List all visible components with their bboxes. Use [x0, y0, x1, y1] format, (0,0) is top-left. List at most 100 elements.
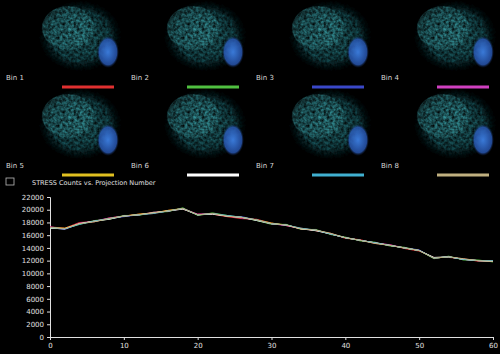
image-blob	[288, 0, 372, 72]
tick-label: 16000	[22, 232, 44, 240]
tick-mark	[198, 337, 199, 340]
tick-label: 18000	[22, 219, 44, 227]
tick: 10000	[22, 270, 50, 278]
tick-mark	[47, 197, 50, 198]
image-blob	[417, 94, 469, 138]
tick: 0	[40, 334, 50, 342]
tick-mark	[47, 261, 50, 262]
image-blob	[472, 124, 494, 156]
tick: 30	[268, 337, 277, 350]
tick-label: 20000	[22, 206, 44, 214]
bin-panel: Bin 7	[256, 88, 372, 175]
bin-image	[413, 0, 497, 72]
plot-lines	[50, 208, 493, 262]
legend-label: Bin 8	[381, 162, 399, 170]
image-blob	[222, 124, 244, 156]
tick: 60	[489, 337, 498, 350]
tick-label: 2000	[26, 321, 44, 329]
tick-mark	[47, 312, 50, 313]
legend-label: Bin 5	[6, 162, 24, 170]
tick-label: 4000	[26, 308, 44, 316]
tick-mark	[272, 337, 273, 340]
tick: 10	[120, 337, 129, 350]
legend-swatch	[312, 174, 364, 177]
legend-swatch	[62, 86, 114, 89]
tick-label: 14000	[22, 245, 44, 253]
tick-mark	[419, 337, 420, 340]
tick-label: 10000	[22, 270, 44, 278]
tick-label: 10	[120, 342, 129, 350]
legend-swatch	[312, 86, 364, 89]
bin-image	[38, 88, 122, 160]
tick-mark	[345, 337, 346, 340]
tick-mark	[47, 324, 50, 325]
tick: 50	[415, 337, 424, 350]
series-line	[50, 208, 493, 260]
series-line	[50, 208, 493, 261]
image-blob	[417, 6, 469, 50]
legend-label: Bin 7	[256, 162, 274, 170]
image-blob	[288, 88, 372, 160]
title: STRESS Counts vs. Projection Number	[32, 179, 156, 187]
axis-line	[51, 338, 494, 341]
image-blob	[167, 94, 219, 138]
image-blob	[292, 6, 344, 50]
legend-swatch	[437, 86, 489, 89]
tick-mark	[50, 337, 51, 340]
bin-image	[163, 0, 247, 72]
series-line	[50, 208, 493, 262]
tick: 6000	[26, 296, 50, 304]
bin-panel: Bin 2	[131, 0, 247, 87]
legend-label: Bin 6	[131, 162, 149, 170]
image-blob	[413, 0, 497, 72]
tick-label: 12000	[22, 257, 44, 265]
y-axis: 0200040006000800010000120001400016000180…	[22, 194, 51, 342]
image-blob	[38, 0, 122, 72]
bin-panel: Bin 6	[131, 88, 247, 175]
bin-panel: Bin 3	[256, 0, 372, 87]
image-blob	[38, 88, 122, 160]
bin-image	[38, 0, 122, 72]
image-blob	[97, 124, 119, 156]
tick: 20	[194, 337, 203, 350]
tick-label: 40	[341, 342, 350, 350]
title-icon	[6, 178, 14, 185]
tick: 4000	[26, 308, 50, 316]
tick: 2000	[26, 321, 50, 329]
tick-label: 20	[194, 342, 203, 350]
image-blob	[97, 36, 119, 68]
bin-panel: Bin 8	[381, 88, 497, 175]
tick: 14000	[22, 245, 50, 253]
tick-label: 0	[48, 342, 52, 350]
tick-mark	[493, 337, 494, 340]
bin-panel: Bin 1	[6, 0, 122, 87]
tick-mark	[47, 222, 50, 223]
series-line	[50, 208, 493, 261]
legend-swatch	[437, 174, 489, 177]
image-blob	[42, 94, 94, 138]
bin-panel: Bin 5	[6, 88, 122, 175]
tick-label: 22000	[22, 194, 44, 202]
tick-mark	[124, 337, 125, 340]
axis-line	[47, 198, 51, 338]
series-line	[50, 209, 493, 261]
tick: 18000	[22, 219, 50, 227]
background	[0, 0, 500, 354]
tick-label: 30	[268, 342, 277, 350]
series-line	[50, 208, 493, 261]
tick-label: 0	[40, 334, 44, 342]
tick-mark	[47, 235, 50, 236]
bin-image	[288, 0, 372, 72]
image-blob	[347, 36, 369, 68]
tick-label: 6000	[26, 296, 44, 304]
image-blob	[163, 88, 247, 160]
chart-root: Bin 1Bin 2Bin 3Bin 4Bin 5Bin 6Bin 7Bin 8…	[0, 0, 500, 354]
image-blob	[163, 0, 247, 72]
legend-label: Bin 2	[131, 74, 149, 82]
image-blob	[222, 36, 244, 68]
tick-mark	[47, 337, 50, 338]
tick: 0	[48, 337, 52, 350]
legend-swatch	[62, 174, 114, 177]
tick: 20000	[22, 206, 50, 214]
tick-mark	[47, 273, 50, 274]
